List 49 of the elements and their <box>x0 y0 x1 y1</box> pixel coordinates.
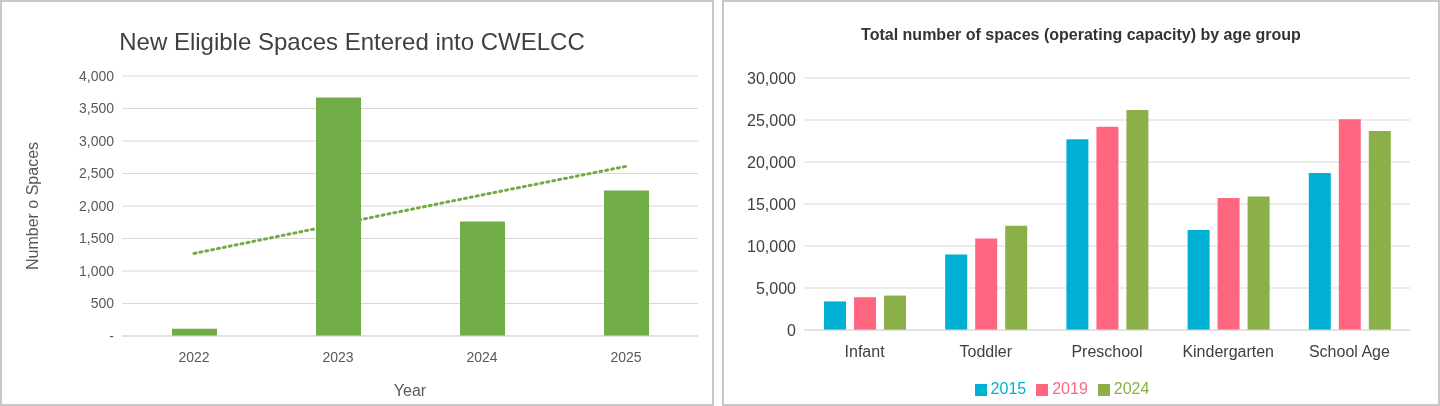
x-axis-title: Year <box>393 382 427 399</box>
bar <box>975 238 998 330</box>
bar <box>884 295 906 330</box>
x-tick-label: 2025 <box>610 348 642 365</box>
bar <box>1308 172 1331 330</box>
bar <box>604 190 649 336</box>
y-tick-label: 3,000 <box>78 132 115 149</box>
bar <box>1217 198 1240 330</box>
y-tick-label: 15,000 <box>747 195 797 213</box>
legend-label: 2015 <box>990 380 1027 397</box>
x-tick-label: Infant <box>844 343 886 361</box>
bar <box>1096 126 1119 330</box>
chart-title: Total number of spaces (operating capacity) by age group <box>860 26 1302 44</box>
bar <box>1005 225 1028 330</box>
bar <box>1066 139 1089 330</box>
legend-label: 2019 <box>1052 380 1088 397</box>
y-tick-label: 1,000 <box>78 262 115 279</box>
y-tick-label: 10,000 <box>747 237 797 255</box>
y-tick-label: 20,000 <box>747 153 797 171</box>
x-tick-label: Toddler <box>959 343 1013 361</box>
bar <box>854 297 876 330</box>
bar <box>460 221 505 336</box>
bar <box>1187 230 1210 330</box>
bar <box>1247 196 1270 330</box>
y-tick-label: 2,500 <box>78 165 115 182</box>
bar <box>1126 109 1149 330</box>
y-tick-label: 500 <box>90 295 115 312</box>
x-tick-label: School Age <box>1308 343 1390 361</box>
legend-label: 2024 <box>1113 380 1150 397</box>
bar <box>1368 130 1391 330</box>
x-tick-label: Kindergarten <box>1182 343 1275 361</box>
x-tick-label: Preschool <box>1071 343 1143 361</box>
x-tick-label: 2023 <box>322 348 354 365</box>
y-tick-label: 3,500 <box>78 100 115 117</box>
bar <box>1338 119 1361 330</box>
y-tick-label: 2,000 <box>78 197 115 214</box>
y-tick-label: 5,000 <box>755 279 797 297</box>
bar <box>945 254 968 330</box>
y-tick-label: 0 <box>787 321 797 339</box>
y-tick-label: 1,500 <box>78 230 115 247</box>
y-tick-label: - <box>109 327 115 344</box>
y-tick-label: 30,000 <box>747 69 797 87</box>
y-axis-title: Number o Spaces <box>23 141 41 271</box>
x-tick-label: 2022 <box>178 348 210 365</box>
x-tick-label: 2024 <box>466 348 498 365</box>
chart-title: New Eligible Spaces Entered into CWELCC <box>118 28 586 56</box>
y-tick-label: 4,000 <box>78 67 115 84</box>
y-tick-label: 25,000 <box>747 111 797 129</box>
bar <box>824 301 846 330</box>
